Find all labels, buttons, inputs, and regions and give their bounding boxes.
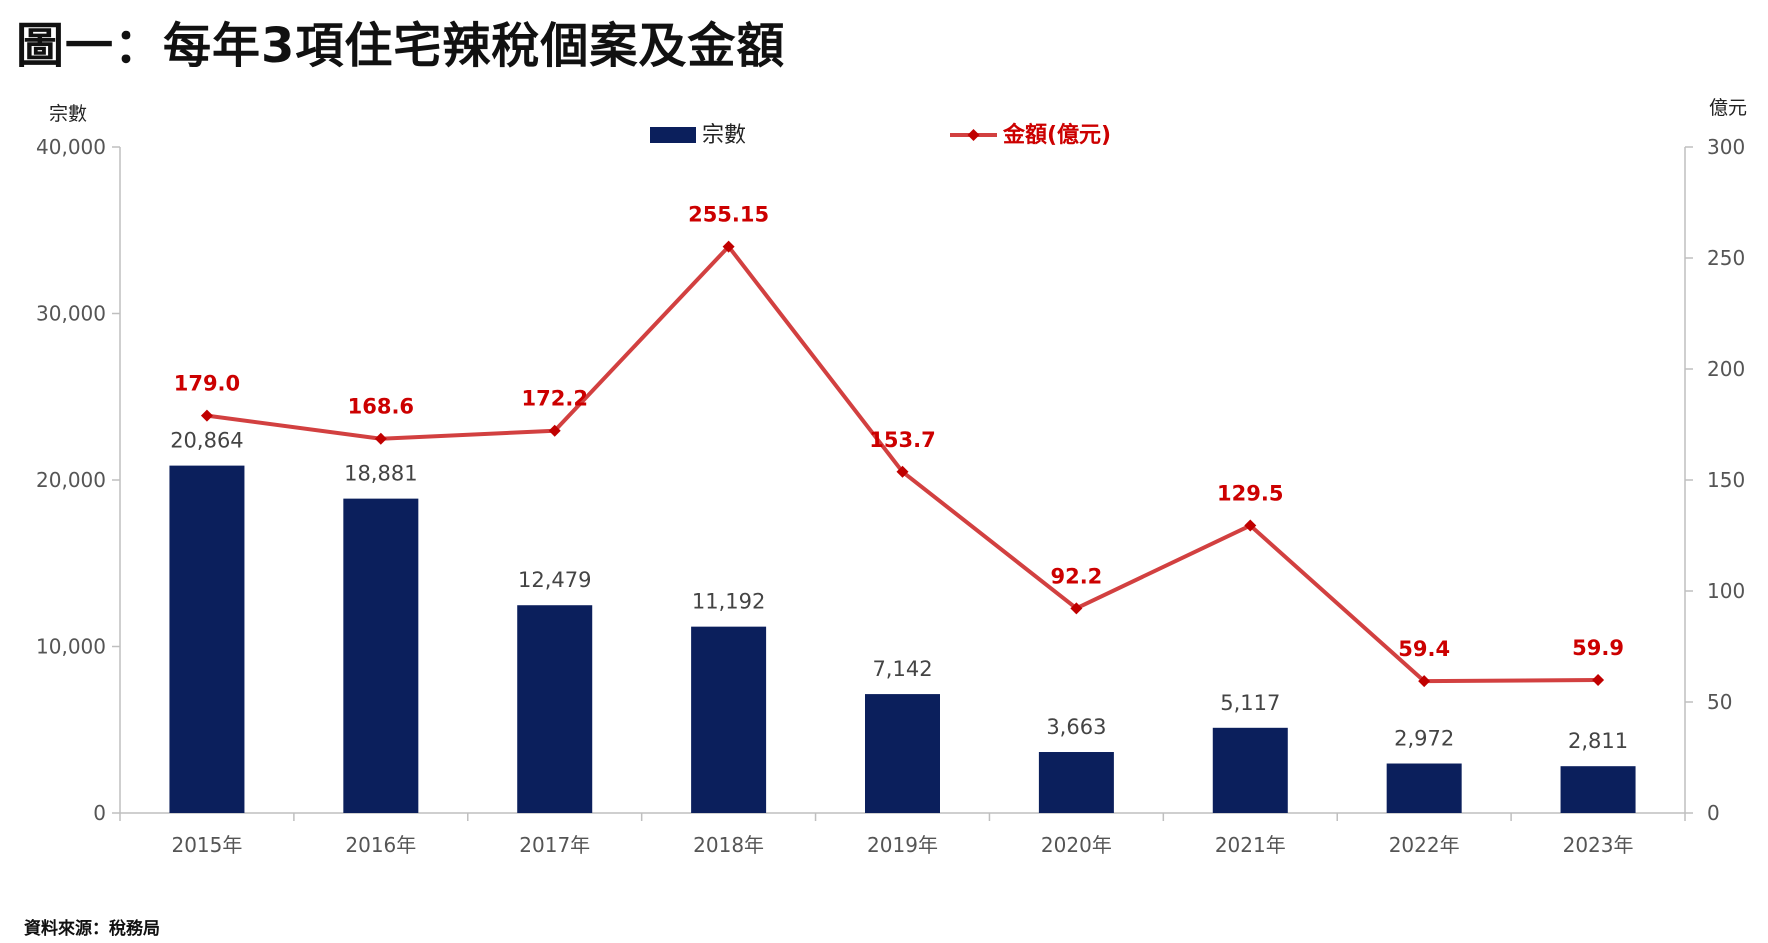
line-value-label: 59.9: [1572, 636, 1624, 660]
right-tick-label: 200: [1707, 357, 1745, 381]
bar: [865, 694, 940, 813]
left-tick-label: 30,000: [36, 302, 106, 326]
bar-value-label: 7,142: [872, 657, 932, 681]
right-tick-label: 250: [1707, 246, 1745, 270]
line-marker: [896, 465, 909, 478]
line-series: [200, 240, 1605, 688]
legend-bar-swatch: [650, 127, 696, 143]
bar-value-label: 18,881: [344, 462, 417, 486]
x-tick-label: 2022年: [1389, 833, 1460, 857]
line-value-label: 179.0: [174, 372, 240, 396]
left-axis-title: 宗數: [49, 103, 87, 125]
left-tick-label: 40,000: [36, 135, 106, 159]
bar-value-label: 3,663: [1046, 715, 1106, 739]
bar-value-label: 5,117: [1220, 691, 1280, 715]
right-tick-label: 50: [1707, 690, 1732, 714]
line-value-label: 172.2: [522, 387, 588, 411]
x-tick-label: 2017年: [519, 833, 590, 857]
line-marker: [548, 424, 561, 437]
x-tick-label: 2023年: [1563, 833, 1634, 857]
x-tick-label: 2018年: [693, 833, 764, 857]
chart-title: 圖一：每年3項住宅辣稅個案及金額: [16, 18, 786, 74]
right-tick-label: 300: [1707, 135, 1745, 159]
line-marker: [200, 409, 213, 422]
line-marker: [722, 240, 735, 253]
legend-line-marker: [967, 129, 980, 141]
line-value-label: 153.7: [869, 428, 935, 452]
bar-value-label: 20,864: [170, 429, 243, 453]
line-marker: [1244, 519, 1257, 532]
line-value-label: 129.5: [1217, 482, 1283, 506]
x-tick-label: 2015年: [171, 833, 242, 857]
bar-value-label: 12,479: [518, 568, 591, 592]
right-tick-label: 0: [1707, 801, 1720, 825]
bar-value-label: 11,192: [692, 590, 765, 614]
left-tick-label: 10,000: [36, 635, 106, 659]
bar: [169, 465, 245, 813]
right-tick-label: 150: [1707, 468, 1745, 492]
right-axis-title: 億元: [1709, 97, 1747, 119]
line-value-label: 168.6: [348, 395, 414, 419]
legend-bar-label: 宗數: [702, 123, 746, 148]
bar: [1212, 727, 1288, 813]
line-value-label: 59.4: [1398, 637, 1450, 661]
line-marker: [1592, 674, 1605, 687]
bar: [1386, 763, 1462, 813]
bar: [1560, 766, 1636, 813]
bar: [1038, 752, 1114, 813]
line-value-label: 92.2: [1050, 564, 1102, 588]
left-tick-label: 20,000: [36, 468, 106, 492]
bar-value-label: 2,972: [1394, 727, 1454, 751]
line-marker: [1418, 675, 1431, 688]
bar-value-label: 2,811: [1568, 729, 1628, 753]
bar: [691, 626, 767, 813]
x-tick-label: 2021年: [1215, 833, 1286, 857]
x-tick-label: 2020年: [1041, 833, 1112, 857]
bar: [343, 498, 419, 813]
line-marker: [1070, 602, 1083, 615]
legend-line-label: 金額(億元): [1002, 122, 1111, 148]
source-note: 資料來源：稅務局: [24, 919, 160, 939]
line-marker: [374, 432, 387, 445]
left-tick-label: 0: [93, 801, 106, 825]
x-tick-label: 2016年: [345, 833, 416, 857]
bar: [517, 605, 593, 813]
x-tick-label: 2019年: [867, 833, 938, 857]
legend: 宗數 金額(億元): [650, 122, 1111, 148]
bar-series: [169, 465, 1636, 813]
line-value-label: 255.15: [688, 203, 769, 227]
right-tick-label: 100: [1707, 579, 1745, 603]
data-labels: 20,864 18,881 12,479 11,192 7,142 3,663 5,117 2…: [170, 203, 1628, 754]
